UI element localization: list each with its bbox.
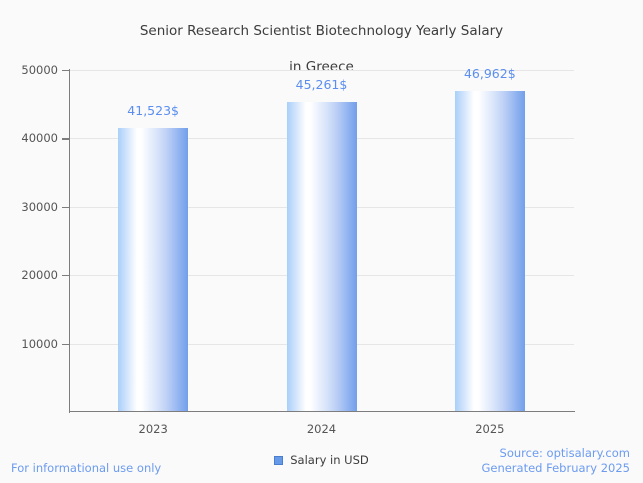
legend-label: Salary in USD — [290, 453, 369, 467]
x-tick-label: 2024 — [306, 422, 337, 436]
bar[interactable] — [454, 90, 525, 412]
footer-source: Source: optisalary.com — [499, 446, 630, 460]
bar[interactable] — [286, 102, 357, 412]
x-axis-line — [69, 411, 575, 413]
y-axis-line — [69, 69, 71, 413]
bar-value-label: 45,261$ — [295, 77, 348, 93]
bar-value-label: 46,962$ — [463, 65, 516, 81]
x-tick-label: 2025 — [475, 422, 505, 436]
gridline — [69, 70, 574, 71]
bar[interactable] — [118, 127, 189, 412]
bar-value-label: 41,523$ — [127, 102, 180, 118]
chart-title-line-1: Senior Research Scientist Biotechnology … — [139, 23, 504, 39]
legend-swatch-icon — [274, 455, 284, 465]
chart-title: Senior Research Scientist Biotechnology … — [0, 4, 643, 76]
chart-legend: Salary in USD — [0, 453, 643, 467]
footer-source-block: Source: optisalary.com Generated Februar… — [481, 446, 630, 476]
plot-area — [69, 70, 574, 412]
footer-disclaimer: For informational use only — [11, 461, 162, 475]
footer-generated: Generated February 2025 — [481, 461, 630, 475]
x-tick-label: 2023 — [138, 422, 168, 436]
chart-title-line-2: in Greece — [289, 59, 354, 75]
